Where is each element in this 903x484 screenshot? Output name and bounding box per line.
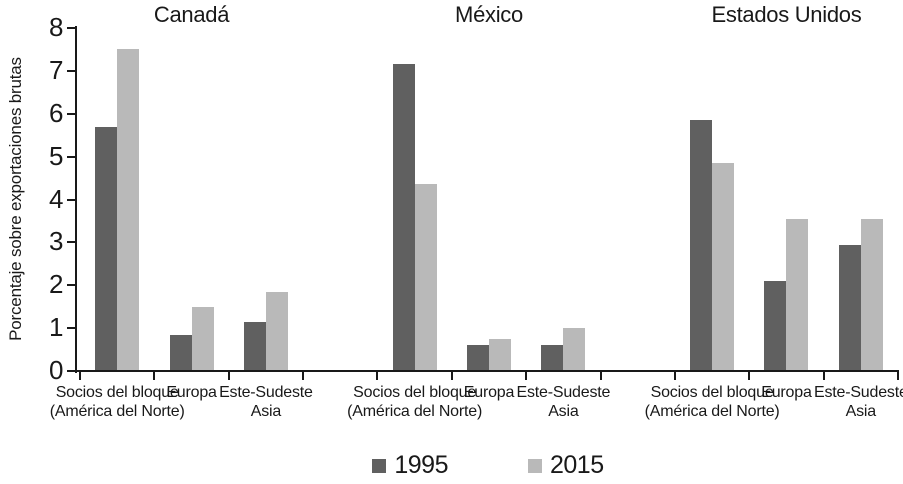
bar-2015 <box>563 328 586 371</box>
legend-item: 1995 <box>372 451 448 480</box>
x-tick <box>673 372 676 380</box>
bar-2015 <box>712 163 735 371</box>
bar-2015 <box>786 219 809 371</box>
x-tick <box>79 372 81 380</box>
y-tick <box>67 198 75 201</box>
y-tick-label: 7 <box>49 54 63 85</box>
y-axis-line <box>75 26 77 373</box>
bar-1995 <box>838 245 861 371</box>
bar-2015 <box>191 307 214 371</box>
x-category-label: Europa <box>463 384 515 401</box>
panel-title: Estados Unidos <box>711 2 862 27</box>
y-tick-label: 3 <box>49 226 63 257</box>
y-tick <box>67 284 75 287</box>
y-tick-label: 0 <box>49 355 63 385</box>
y-tick <box>67 112 75 115</box>
x-tick <box>153 372 156 380</box>
x-category-label: Socios del bloque (América del Norte) <box>644 384 780 420</box>
bar-2015 <box>489 339 511 371</box>
legend-label: 1995 <box>394 451 448 479</box>
x-tick <box>302 372 305 380</box>
x-tick <box>599 372 602 380</box>
y-tick-label: 6 <box>49 97 63 128</box>
x-category-label: Este-Sudeste Asia <box>516 384 611 420</box>
bar-2015 <box>860 219 883 371</box>
x-category-label: Este-Sudeste Asia <box>219 384 313 420</box>
y-tick-label: 8 <box>49 12 63 42</box>
bar-1995 <box>169 335 192 371</box>
bar-1995 <box>95 127 118 371</box>
legend-label: 2015 <box>550 451 604 479</box>
y-tick <box>67 69 75 72</box>
bar-1995 <box>467 345 489 371</box>
bar-2015 <box>265 292 288 371</box>
bar-2015 <box>414 184 437 371</box>
x-tick <box>822 372 825 380</box>
bar-1995 <box>690 120 713 371</box>
x-category-label: Este-Sudeste Asia <box>813 384 903 420</box>
legend: 1995 2015 <box>78 451 898 480</box>
y-tick-label: 5 <box>49 140 63 171</box>
y-tick <box>67 327 75 330</box>
x-tick <box>376 372 379 380</box>
x-category-label: Socios del bloque (América del Norte) <box>347 384 483 420</box>
bar-1995 <box>764 281 787 371</box>
bar-1995 <box>392 64 415 371</box>
legend-item: 2015 <box>528 451 604 480</box>
y-tick <box>67 370 75 372</box>
x-tick <box>897 372 899 380</box>
x-category-label: Socios del bloque (América del Norte) <box>49 384 185 420</box>
x-category-label: Europa <box>166 384 217 401</box>
x-tick <box>525 372 528 380</box>
panel-title: Canadá <box>153 2 230 27</box>
y-tick <box>67 27 75 29</box>
y-tick-label: 4 <box>49 183 63 214</box>
x-axis-line <box>75 370 899 372</box>
y-tick-label: 2 <box>49 269 63 300</box>
bar-1995 <box>243 322 266 371</box>
y-tick <box>67 155 75 158</box>
legend-swatch <box>528 458 542 473</box>
y-tick <box>67 241 75 244</box>
x-tick <box>748 372 751 380</box>
x-category-label: Europa <box>761 384 812 401</box>
bar-1995 <box>541 345 564 371</box>
x-tick <box>227 372 230 380</box>
x-tick <box>450 372 453 380</box>
bar-2015 <box>117 49 140 371</box>
y-tick-label: 1 <box>49 312 63 343</box>
legend-swatch <box>372 458 387 473</box>
panel-title: México <box>455 2 523 27</box>
